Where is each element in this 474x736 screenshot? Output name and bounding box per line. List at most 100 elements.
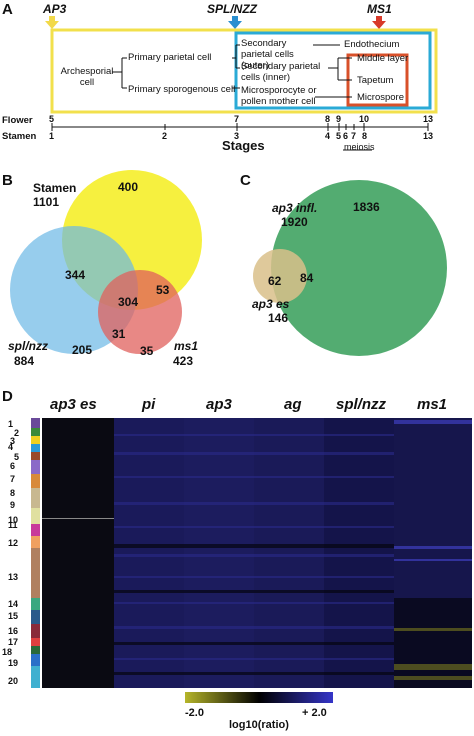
ms1-set-name: ms1 xyxy=(174,339,199,353)
column-header: ap3 es xyxy=(50,396,97,413)
meiosis-label: meiosis xyxy=(344,142,375,152)
venn-diagram-c xyxy=(253,180,447,356)
heatmap xyxy=(31,418,472,688)
cluster-number: 4 xyxy=(8,442,14,452)
ms1-arrow-icon xyxy=(372,16,386,29)
flower-tick: 7 xyxy=(234,114,240,124)
flower-tick: 8 xyxy=(325,114,331,124)
microsporocyte-label: Microsporocyte or pollen mother cell xyxy=(241,85,317,107)
spl-only-count: 205 xyxy=(72,343,93,357)
colorbar-min-label: -2.0 xyxy=(185,707,204,719)
cluster-number: 7 xyxy=(10,474,16,484)
cluster-number: 17 xyxy=(8,637,19,647)
stamen-set-name: Stamen xyxy=(33,181,77,195)
flower-tick: 9 xyxy=(336,114,342,124)
ap3-es-set-name: ap3 es xyxy=(252,297,290,311)
cluster-number: 6 xyxy=(10,461,16,471)
stamen-axis-label: Stamen xyxy=(2,131,37,142)
ap3-infl-set-circle xyxy=(271,180,447,356)
microspore-label: Microspore xyxy=(357,92,404,103)
stamen-spl-count: 344 xyxy=(65,268,86,282)
column-header: ms1 xyxy=(417,396,448,413)
secondary-parietal-outer-label: Secondary parietal cells (outer) xyxy=(241,38,294,71)
cluster-number: 14 xyxy=(8,599,19,609)
heatmap-column-ap3-es xyxy=(42,418,114,688)
cluster-number: 11 xyxy=(8,520,18,530)
all-sets-count: 304 xyxy=(118,295,139,309)
stamen-tick: 7 xyxy=(351,131,357,141)
cluster-number: 1 xyxy=(8,419,14,429)
flower-tick: 5 xyxy=(49,114,55,124)
column-header: pi xyxy=(142,396,156,413)
panel-a-diagram xyxy=(45,16,438,151)
middle-layer-label: Middle layer xyxy=(357,53,409,64)
ap3-infl-set-total: 1920 xyxy=(281,215,308,229)
spl-nzz-expression-box xyxy=(234,31,432,110)
tapetum-label: Tapetum xyxy=(357,75,394,86)
stamen-set-total: 1101 xyxy=(33,195,60,209)
cluster-number: 2 xyxy=(14,428,20,438)
stamen-ms1-count: 53 xyxy=(156,283,170,297)
endothecium-label: Endothecium xyxy=(344,39,400,50)
stamen-tick: 3 xyxy=(234,131,240,141)
column-header: ap3 xyxy=(206,396,232,413)
ap3-es-set-circle xyxy=(253,249,307,303)
heatmap-column-spl-nzz xyxy=(324,418,394,688)
cluster-number: 12 xyxy=(8,538,19,548)
ap3-marker-label: AP3 xyxy=(43,2,67,16)
es-only-count: 62 xyxy=(268,274,282,288)
primary-parietal-cell-label: Primary parietal cell xyxy=(128,52,212,63)
ms1-set-total: 423 xyxy=(173,354,194,368)
venn-diagram-b xyxy=(10,170,202,354)
spl-nzz-set-total: 884 xyxy=(14,354,35,368)
spl-nzz-marker-label: SPL/NZZ xyxy=(207,2,257,16)
stamen-tick: 4 xyxy=(325,131,331,141)
colorbar-max-label: + 2.0 xyxy=(302,707,327,719)
spl-nzz-arrow-icon xyxy=(228,16,242,29)
cluster-number: 15 xyxy=(8,611,19,621)
cluster-number: 19 xyxy=(8,658,19,668)
cluster-number: 13 xyxy=(8,572,19,582)
flower-axis-label: Flower xyxy=(2,115,33,126)
heatmap-column-ap3 xyxy=(184,418,254,688)
stamen-tick: 5 xyxy=(336,131,342,141)
ap3-es-set-total: 146 xyxy=(268,311,289,325)
panel-b-label: B xyxy=(2,172,13,189)
ap3-arrow-icon xyxy=(45,16,59,29)
cluster-number: 16 xyxy=(8,626,19,636)
ms1-marker-label: MS1 xyxy=(367,2,392,16)
cluster-color-strip xyxy=(31,418,40,688)
spl-nzz-set-name: spl/nzz xyxy=(8,339,49,353)
spl-ms1-count: 31 xyxy=(112,327,126,341)
panel-d-label: D xyxy=(2,388,13,405)
column-header: spl/nzz xyxy=(336,396,387,413)
panel-a-label: A xyxy=(2,1,13,18)
colorbar xyxy=(185,692,333,703)
infl-only-count: 1836 xyxy=(353,200,380,214)
ms1-set-circle xyxy=(98,270,182,354)
stamen-tick: 6 xyxy=(343,131,349,141)
cluster-number: 9 xyxy=(10,500,16,510)
archesporial-cell-label: Archesporial cell xyxy=(60,66,114,88)
stamen-tick: 1 xyxy=(49,131,55,141)
stages-label: Stages xyxy=(222,138,265,153)
secondary-parietal-inner-label: Secondary parietal cells (inner) xyxy=(241,61,321,83)
colorbar-axis-label: log10(ratio) xyxy=(229,719,289,731)
primary-sporogenous-cell-label: Primary sporogenous cell xyxy=(128,84,236,95)
stamen-only-count: 400 xyxy=(118,180,139,194)
stamen-tick: 2 xyxy=(162,131,168,141)
ap3-expression-box xyxy=(50,28,438,114)
cluster-number: 5 xyxy=(14,452,20,462)
stamen-tick: 13 xyxy=(423,131,434,141)
cluster-number: 8 xyxy=(10,488,16,498)
cluster-number: 20 xyxy=(8,676,19,686)
column-header: ag xyxy=(284,396,302,413)
ap3-infl-set-name: ap3 infl. xyxy=(272,201,318,215)
flower-tick: 13 xyxy=(423,114,434,124)
cluster-number: 18 xyxy=(2,647,13,657)
heatmap-column-ag xyxy=(254,418,324,688)
ap3-overlap-count: 84 xyxy=(300,271,314,285)
heatmap-column-pi xyxy=(114,418,184,688)
ms1-only-count: 35 xyxy=(140,344,154,358)
stamen-tick: 8 xyxy=(362,131,368,141)
